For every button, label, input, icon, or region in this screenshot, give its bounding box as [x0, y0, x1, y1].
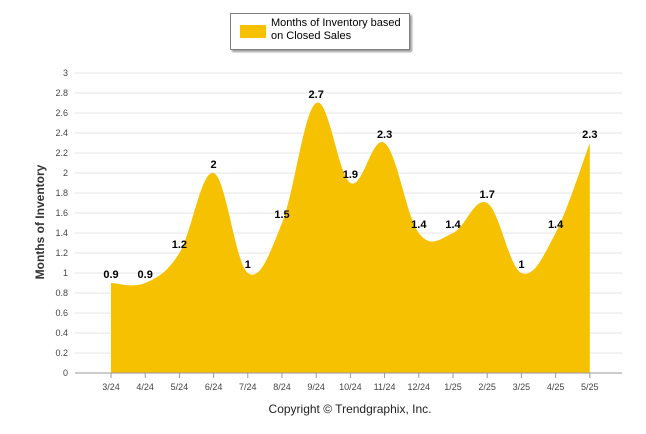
data-label: 2.3	[582, 129, 597, 141]
legend-label: Months of Inventory based on Closed Sale…	[271, 17, 401, 42]
y-tick-label: 1.6	[55, 208, 68, 218]
legend-swatch	[240, 25, 266, 38]
x-tick-label: 11/24	[374, 382, 396, 392]
y-tick-label: 2.4	[55, 128, 68, 138]
y-tick-label: 2	[63, 168, 68, 178]
data-label: 1	[518, 259, 524, 271]
x-tick-label: 7/24	[239, 382, 257, 392]
x-tick-label: 8/24	[273, 382, 291, 392]
y-tick-label: 1.2	[55, 248, 68, 258]
data-label: 1.9	[343, 169, 358, 181]
data-label: 2.3	[377, 129, 392, 141]
y-tick-label: 1.8	[55, 188, 68, 198]
x-tick-label: 3/25	[513, 382, 531, 392]
data-label: 1.5	[274, 209, 289, 221]
data-label: 1.7	[480, 189, 495, 201]
y-tick-label: 1.4	[55, 228, 68, 238]
copyright-text: Copyright © Trendgraphix, Inc.	[268, 402, 432, 416]
y-tick-label: 0.4	[55, 328, 68, 338]
data-label: 2.7	[309, 89, 324, 101]
y-tick-label: 2.6	[55, 108, 68, 118]
y-tick-label: 2.8	[55, 88, 68, 98]
area-series	[111, 102, 590, 373]
y-tick-label: 1	[63, 268, 68, 278]
x-tick-label: 9/24	[307, 382, 325, 392]
y-axis-ticks: 0 0.2 0.4 0.6 0.8 1 1.2 1.4 1.6 1.8 2 2.2 2.4 2.6 2.8 3	[55, 68, 68, 378]
x-axis: 3/24 4/24 5/24 6/24 7/24 8/24 9/24 10/24 11/24 12…	[75, 372, 622, 392]
x-tick-label: 12/24	[408, 382, 431, 392]
x-tick-label: 4/24	[136, 382, 154, 392]
y-tick-label: 2.2	[55, 148, 68, 158]
y-axis-title: Months of Inventory	[33, 164, 47, 280]
data-label: 0.9	[103, 269, 118, 281]
y-tick-label: 0.6	[55, 308, 68, 318]
data-label: 1.2	[172, 239, 187, 251]
x-tick-label: 4/25	[547, 382, 565, 392]
data-label: 1.4	[548, 219, 564, 231]
x-tick-label: 2/25	[478, 382, 496, 392]
data-label: 1.4	[411, 219, 427, 231]
x-tick-label: 5/25	[581, 382, 599, 392]
y-tick-label: 0	[63, 368, 68, 378]
data-label: 1	[245, 259, 251, 271]
data-label: 2	[211, 159, 217, 171]
x-tick-label: 5/24	[171, 382, 189, 392]
data-label: 0.9	[138, 269, 153, 281]
x-tick-label: 6/24	[205, 382, 223, 392]
x-tick-label: 10/24	[339, 382, 362, 392]
x-tick-label: 3/24	[102, 382, 120, 392]
x-tick-label: 1/25	[444, 382, 462, 392]
y-tick-label: 3	[63, 68, 68, 78]
data-labels: 0.9 0.9 1.2 2 1 1.5 2.7 1.9 2.3 1.4 1.4 1.7 1 1.4 2.3	[103, 89, 597, 281]
y-tick-label: 0.8	[55, 288, 68, 298]
data-label: 1.4	[445, 219, 461, 231]
y-tick-label: 0.2	[55, 348, 68, 358]
legend: Months of Inventory based on Closed Sale…	[230, 13, 410, 50]
